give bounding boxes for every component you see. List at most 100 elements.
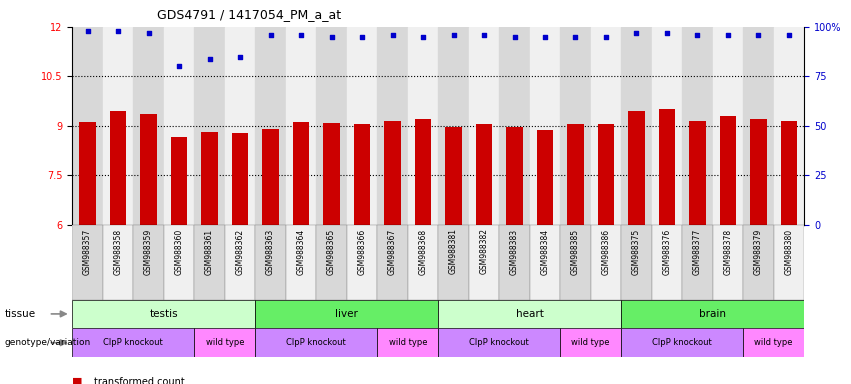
Text: GSM988381: GSM988381 [449, 228, 458, 275]
Bar [537, 130, 553, 225]
Text: GDS4791 / 1417054_PM_a_at: GDS4791 / 1417054_PM_a_at [157, 8, 341, 21]
Point [203, 55, 216, 61]
Point [721, 32, 734, 38]
Bar [231, 133, 248, 225]
Bar [286, 225, 317, 300]
Point [416, 34, 430, 40]
Point [386, 32, 399, 38]
Bar [377, 27, 408, 225]
Text: ■: ■ [72, 377, 83, 384]
Bar [628, 111, 645, 225]
Bar [683, 27, 712, 225]
Text: GSM988382: GSM988382 [479, 228, 488, 275]
Text: ClpP knockout: ClpP knockout [653, 338, 712, 347]
Bar [500, 27, 529, 225]
Bar [720, 116, 736, 225]
Point [568, 34, 582, 40]
Text: GSM988386: GSM988386 [602, 228, 610, 275]
Bar [743, 27, 774, 225]
Text: GSM988380: GSM988380 [785, 228, 793, 275]
Bar [469, 225, 500, 300]
Bar [255, 27, 286, 225]
Text: ClpP knockout: ClpP knockout [104, 338, 163, 347]
Bar [293, 122, 310, 225]
Bar [354, 124, 370, 225]
Bar [72, 300, 255, 328]
Text: GSM988359: GSM988359 [144, 228, 153, 275]
Point [599, 34, 613, 40]
Bar [560, 225, 591, 300]
Bar [255, 225, 286, 300]
Point [142, 30, 156, 36]
Bar [712, 225, 743, 300]
Bar [689, 121, 705, 225]
Bar [445, 127, 462, 225]
Bar [317, 225, 347, 300]
Text: GSM988362: GSM988362 [236, 228, 244, 275]
Point [751, 32, 765, 38]
Bar [652, 225, 683, 300]
Text: GSM988378: GSM988378 [723, 228, 733, 275]
Bar [743, 225, 774, 300]
Text: GSM988384: GSM988384 [540, 228, 550, 275]
Bar [774, 27, 804, 225]
Text: GSM988377: GSM988377 [693, 228, 702, 275]
Point [294, 32, 308, 38]
Bar [500, 225, 529, 300]
Bar [286, 27, 317, 225]
Point [508, 34, 522, 40]
Bar [591, 27, 621, 225]
Bar [438, 328, 560, 357]
Text: transformed count: transformed count [94, 377, 185, 384]
Text: GSM988361: GSM988361 [205, 228, 214, 275]
Bar [560, 27, 591, 225]
Bar [323, 123, 340, 225]
Bar [110, 111, 127, 225]
Text: genotype/variation: genotype/variation [4, 338, 90, 347]
Bar [103, 225, 134, 300]
Text: wild type: wild type [389, 338, 427, 347]
Text: heart: heart [516, 309, 544, 319]
Bar [163, 225, 194, 300]
Bar [72, 27, 103, 225]
Text: GSM988385: GSM988385 [571, 228, 580, 275]
Text: wild type: wild type [755, 338, 793, 347]
Bar [140, 114, 157, 225]
Bar [79, 122, 96, 225]
Bar [194, 328, 255, 357]
Text: GSM988376: GSM988376 [662, 228, 671, 275]
Bar [194, 225, 225, 300]
Bar [134, 27, 163, 225]
Bar [384, 121, 401, 225]
Bar [659, 109, 676, 225]
Bar [529, 27, 560, 225]
Text: ClpP knockout: ClpP knockout [470, 338, 529, 347]
Point [81, 28, 94, 34]
Point [447, 32, 460, 38]
Bar [780, 121, 797, 225]
Bar [591, 225, 621, 300]
Point [325, 34, 339, 40]
Bar [408, 225, 438, 300]
Text: GSM988358: GSM988358 [113, 228, 123, 275]
Bar [529, 225, 560, 300]
Text: ClpP knockout: ClpP knockout [287, 338, 346, 347]
Bar [72, 225, 103, 300]
Bar [346, 27, 377, 225]
Bar [476, 124, 493, 225]
Bar [652, 27, 683, 225]
Bar [194, 27, 225, 225]
Text: GSM988357: GSM988357 [83, 228, 92, 275]
Bar [377, 328, 438, 357]
Text: brain: brain [700, 309, 726, 319]
Bar [163, 27, 194, 225]
Text: GSM988367: GSM988367 [388, 228, 397, 275]
Bar [506, 127, 523, 225]
Text: GSM988360: GSM988360 [174, 228, 184, 275]
Text: wild type: wild type [572, 338, 610, 347]
Text: wild type: wild type [206, 338, 244, 347]
Bar [438, 27, 469, 225]
Bar [317, 27, 347, 225]
Point [691, 32, 705, 38]
Bar [621, 225, 652, 300]
